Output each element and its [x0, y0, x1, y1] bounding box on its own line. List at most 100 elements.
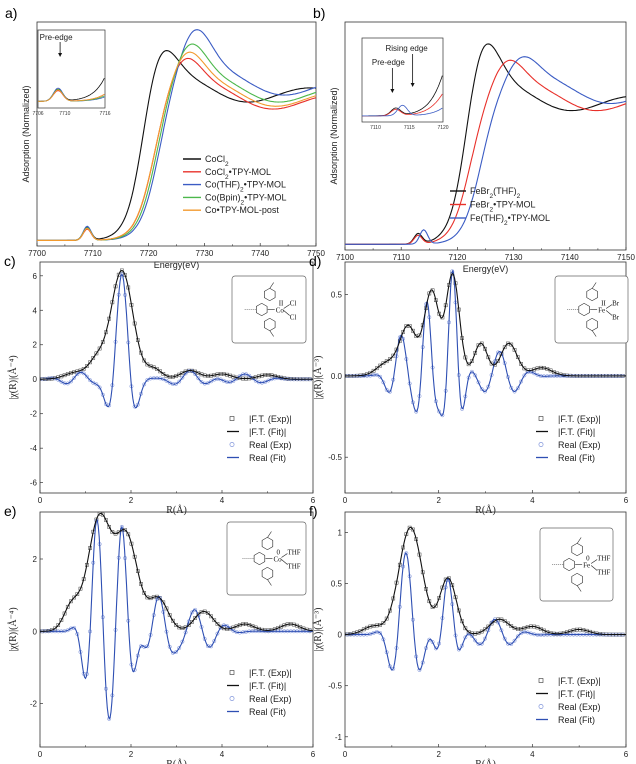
legend-entry-1: |F.T. (Fit)|: [558, 689, 595, 699]
x-tick-label: 6: [624, 750, 629, 759]
mag-exp-point: [69, 599, 73, 604]
ligand-label-2: Br: [612, 314, 620, 322]
mag-exp-point: [215, 622, 220, 626]
real-exp-point: [515, 634, 520, 639]
y-tick-label: -0.5: [328, 682, 342, 691]
real-exp-point: [164, 378, 169, 383]
real-exp-point: [253, 378, 258, 383]
mag-exp-point: [375, 366, 379, 371]
mag-exp-point: [502, 345, 507, 350]
real-exp-point: [215, 631, 220, 636]
ligand-label-2: THF: [287, 563, 300, 571]
real-exp-point: [437, 409, 442, 414]
real-exp-point: [142, 382, 147, 387]
y-axis-label: Adsorption (Normalized): [21, 85, 31, 182]
mag-exp-point: [206, 611, 210, 615]
pyridine-ring: [263, 287, 276, 302]
inset-frame: [37, 29, 106, 109]
mag-exp-point: [107, 525, 111, 529]
mag-exp-point: [190, 620, 194, 624]
x-axis-label: R(Å): [166, 758, 187, 764]
x-tick-label: 2: [129, 750, 134, 759]
mag-exp-point: [142, 358, 147, 363]
legend-entry-3: Real (Fit): [558, 453, 595, 463]
ligand-label-1: THF: [597, 555, 610, 563]
mag-exp-point: [59, 618, 64, 622]
pre-edge-arrowhead: [58, 53, 63, 57]
mag-exp-point: [502, 619, 507, 623]
mag-exp-point: [384, 359, 389, 364]
real-exp-point: [180, 375, 185, 380]
x-axis-label: R(Å): [475, 758, 496, 764]
mag-exp-point: [512, 348, 517, 352]
mag-exp-point: [434, 603, 438, 608]
legend: |F.T. (Exp)| |F.T. (Fit)| Real (Exp) Real (…: [536, 414, 601, 463]
oxidation-label: II: [601, 300, 606, 308]
real-exp-point: [177, 646, 182, 650]
x-tick-label: 0: [38, 496, 43, 505]
legend-swatch-2: [229, 696, 235, 701]
panel-label: b): [313, 5, 325, 21]
real-exp-point: [190, 610, 194, 615]
mag-exp-point: [368, 370, 373, 375]
real-exp-point: [225, 624, 229, 628]
mag-exp-point: [88, 360, 92, 365]
mag-exp-point: [174, 623, 178, 627]
mag-exp-point: [75, 592, 80, 596]
legend-entry-2: Real (Exp): [558, 440, 601, 450]
real-exp-point: [417, 667, 422, 672]
y-tick-label: 4: [33, 306, 38, 315]
real-exp-point: [84, 374, 89, 379]
panel-a: 7700 7710 7720 7730 7740 7750 Energy(eV) Adsorp…: [5, 5, 325, 270]
mag-exp-point: [381, 621, 386, 625]
mag-exp-point: [401, 330, 405, 334]
mag-fit-line: [345, 272, 626, 377]
real-exp-point: [180, 639, 185, 644]
mag-exp-point: [411, 527, 415, 532]
y-tick-label: 2: [33, 555, 38, 564]
structure-inset: Co0 THF THF: [226, 521, 307, 596]
mag-exp-point: [65, 604, 70, 609]
pre-edge-arrowhead: [390, 89, 395, 93]
legend-entry-3: Real (Fit): [249, 707, 286, 717]
oxidation-label: 0: [276, 549, 280, 557]
mag-exp-point: [100, 340, 105, 344]
panel-label: f): [309, 503, 318, 519]
mag-exp-point: [463, 626, 468, 631]
real-exp-point: [266, 378, 271, 383]
rising-edge-arrowhead: [410, 83, 415, 87]
real-exp-point: [174, 650, 178, 654]
ligand-label-1: Cl: [290, 300, 297, 308]
ligand-bond: [283, 310, 290, 316]
legend-entry-0: |F.T. (Exp)|: [558, 414, 601, 424]
y-tick-label: 0.5: [331, 291, 343, 300]
ligand-bond: [605, 304, 613, 309]
x-tick-label: 7110: [393, 253, 411, 262]
y-tick-label: -2: [30, 410, 38, 419]
legend: |F.T. (Exp)| |F.T. (Fit)| Real (Exp) Real (…: [227, 414, 292, 463]
panel-label: a): [5, 5, 17, 21]
mag-exp-point: [407, 324, 412, 328]
mag-exp-point: [155, 367, 159, 371]
real-exp-point: [59, 379, 64, 384]
inset-tick-label: 7706: [32, 111, 43, 117]
pre-edge-label: Pre-edge: [372, 58, 405, 67]
y-tick-label: 0.0: [331, 372, 343, 381]
legend-entry-1: |F.T. (Fit)|: [249, 681, 286, 691]
ligand-bond: [590, 565, 598, 571]
mag-fit-line: [40, 512, 314, 632]
y-tick-label: 0: [33, 375, 38, 384]
inset-line-4: [38, 89, 105, 102]
y-tick-label: 1: [338, 528, 343, 537]
real-exp-point: [65, 628, 70, 633]
y-axis-label: |χ(R)|(Å⁻³): [312, 608, 324, 652]
mag-exp-point: [522, 366, 527, 371]
y-tick-label: 2: [33, 341, 38, 350]
real-exp-point: [199, 379, 204, 384]
mag-exp-point: [209, 614, 213, 619]
x-tick-label: 7740: [251, 249, 269, 258]
methyl-bond: [591, 282, 597, 289]
mag-fit-line: [344, 526, 626, 636]
methyl-bond: [576, 537, 582, 544]
x-tick-label: 6: [311, 496, 316, 505]
